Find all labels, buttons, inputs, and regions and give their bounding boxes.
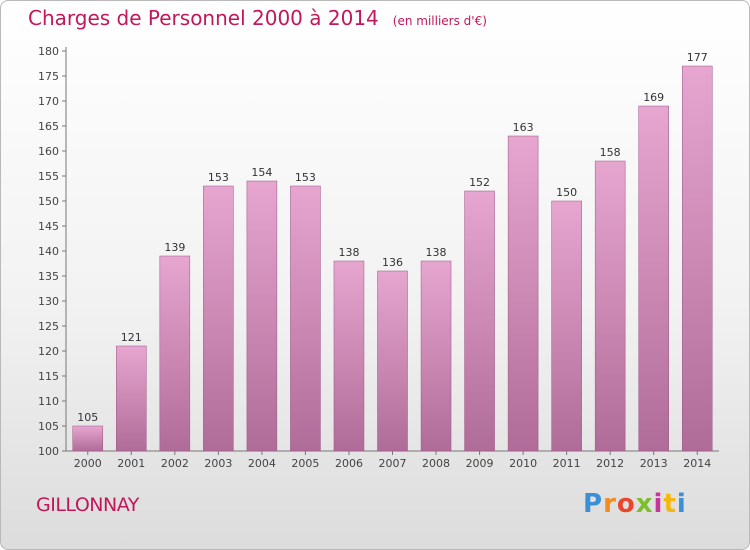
chart-title-text: Charges de Personnel 2000 à 2014 (28, 6, 379, 30)
bar-value-label: 105 (77, 411, 98, 424)
bar-value-label: 153 (208, 171, 229, 184)
bar-value-label: 150 (556, 186, 577, 199)
y-tick-label: 115 (38, 370, 59, 383)
y-tick-label: 125 (38, 320, 59, 333)
logo-letter: t (663, 489, 677, 519)
bar-value-label: 163 (513, 121, 534, 134)
x-tick-label: 2001 (117, 457, 145, 470)
x-tick-label: 2002 (161, 457, 189, 470)
bar (246, 180, 278, 452)
x-tick-label: 2010 (509, 457, 537, 470)
bar-value-label: 152 (469, 176, 490, 189)
y-tick-label: 180 (38, 45, 59, 58)
x-tick-label: 2000 (74, 457, 102, 470)
chart-unit: (en milliers d'€) (392, 14, 487, 28)
x-tick-label: 2009 (466, 457, 494, 470)
y-tick-label: 100 (38, 445, 59, 458)
bar (681, 65, 713, 452)
x-tick-label: 2013 (640, 457, 668, 470)
bar (551, 200, 582, 452)
bar (464, 190, 495, 452)
bar-value-label: 138 (338, 246, 359, 259)
bar-value-label: 121 (121, 331, 142, 344)
y-tick-label: 135 (38, 270, 59, 283)
chart-title: Charges de Personnel 2000 à 2014 (en mill… (28, 6, 487, 30)
logo-letter: x (635, 489, 654, 519)
x-tick-label: 2006 (335, 457, 363, 470)
y-tick-label: 150 (38, 195, 59, 208)
logo-letter: i (676, 489, 687, 519)
x-tick-label: 2005 (291, 457, 319, 470)
bar (507, 135, 539, 452)
bar (203, 185, 234, 452)
y-tick-label: 110 (38, 395, 59, 408)
bar-value-label: 139 (164, 241, 185, 254)
bar-value-label: 169 (643, 91, 664, 104)
logo-letter: i (653, 489, 664, 519)
x-tick-label: 2012 (596, 457, 624, 470)
y-tick-label: 130 (38, 295, 59, 308)
chart-axes: 100 105 110 115 120 125 130 135 140 145 150 155 160 1… (38, 45, 719, 470)
y-tick-label: 170 (38, 95, 59, 108)
bar (159, 255, 191, 452)
bar-value-label: 136 (382, 256, 403, 269)
x-tick-label: 2008 (422, 457, 450, 470)
y-tick-label: 120 (38, 345, 59, 358)
y-tick-label: 145 (38, 220, 59, 233)
bar (377, 270, 408, 452)
y-tick-label: 175 (38, 70, 59, 83)
bar (594, 160, 626, 452)
y-tick-label: 140 (38, 245, 59, 258)
x-tick-label: 2014 (683, 457, 711, 470)
bar (333, 260, 365, 452)
bar-value-label: 158 (600, 146, 621, 159)
bar (638, 105, 669, 452)
bar (290, 185, 321, 452)
x-tick-label: 2003 (204, 457, 232, 470)
bar (116, 345, 147, 452)
bar (72, 425, 104, 452)
logo-letter: P (583, 489, 604, 519)
y-tick-label: 155 (38, 170, 59, 183)
bar-value-label: 154 (251, 166, 272, 179)
x-tick-label: 2011 (553, 457, 581, 470)
chart-labels: 105 121 139 153 154 153 138 136 138 152 163 150 158 1… (77, 51, 707, 424)
y-tick-label: 160 (38, 145, 59, 158)
logo-letter: o (616, 489, 636, 519)
proxiti-logo: Proxiti (583, 489, 687, 519)
x-tick-label: 2004 (248, 457, 276, 470)
bar-value-label: 177 (687, 51, 708, 64)
logo-letter: r (603, 489, 617, 519)
bar-value-label: 153 (295, 171, 316, 184)
commune-name: GILLONNAY (36, 494, 139, 516)
bar (420, 260, 452, 452)
x-tick-label: 2007 (379, 457, 407, 470)
y-tick-label: 105 (38, 420, 59, 433)
bar-value-label: 138 (426, 246, 447, 259)
chart-bars (72, 65, 713, 452)
y-tick-label: 165 (38, 120, 59, 133)
